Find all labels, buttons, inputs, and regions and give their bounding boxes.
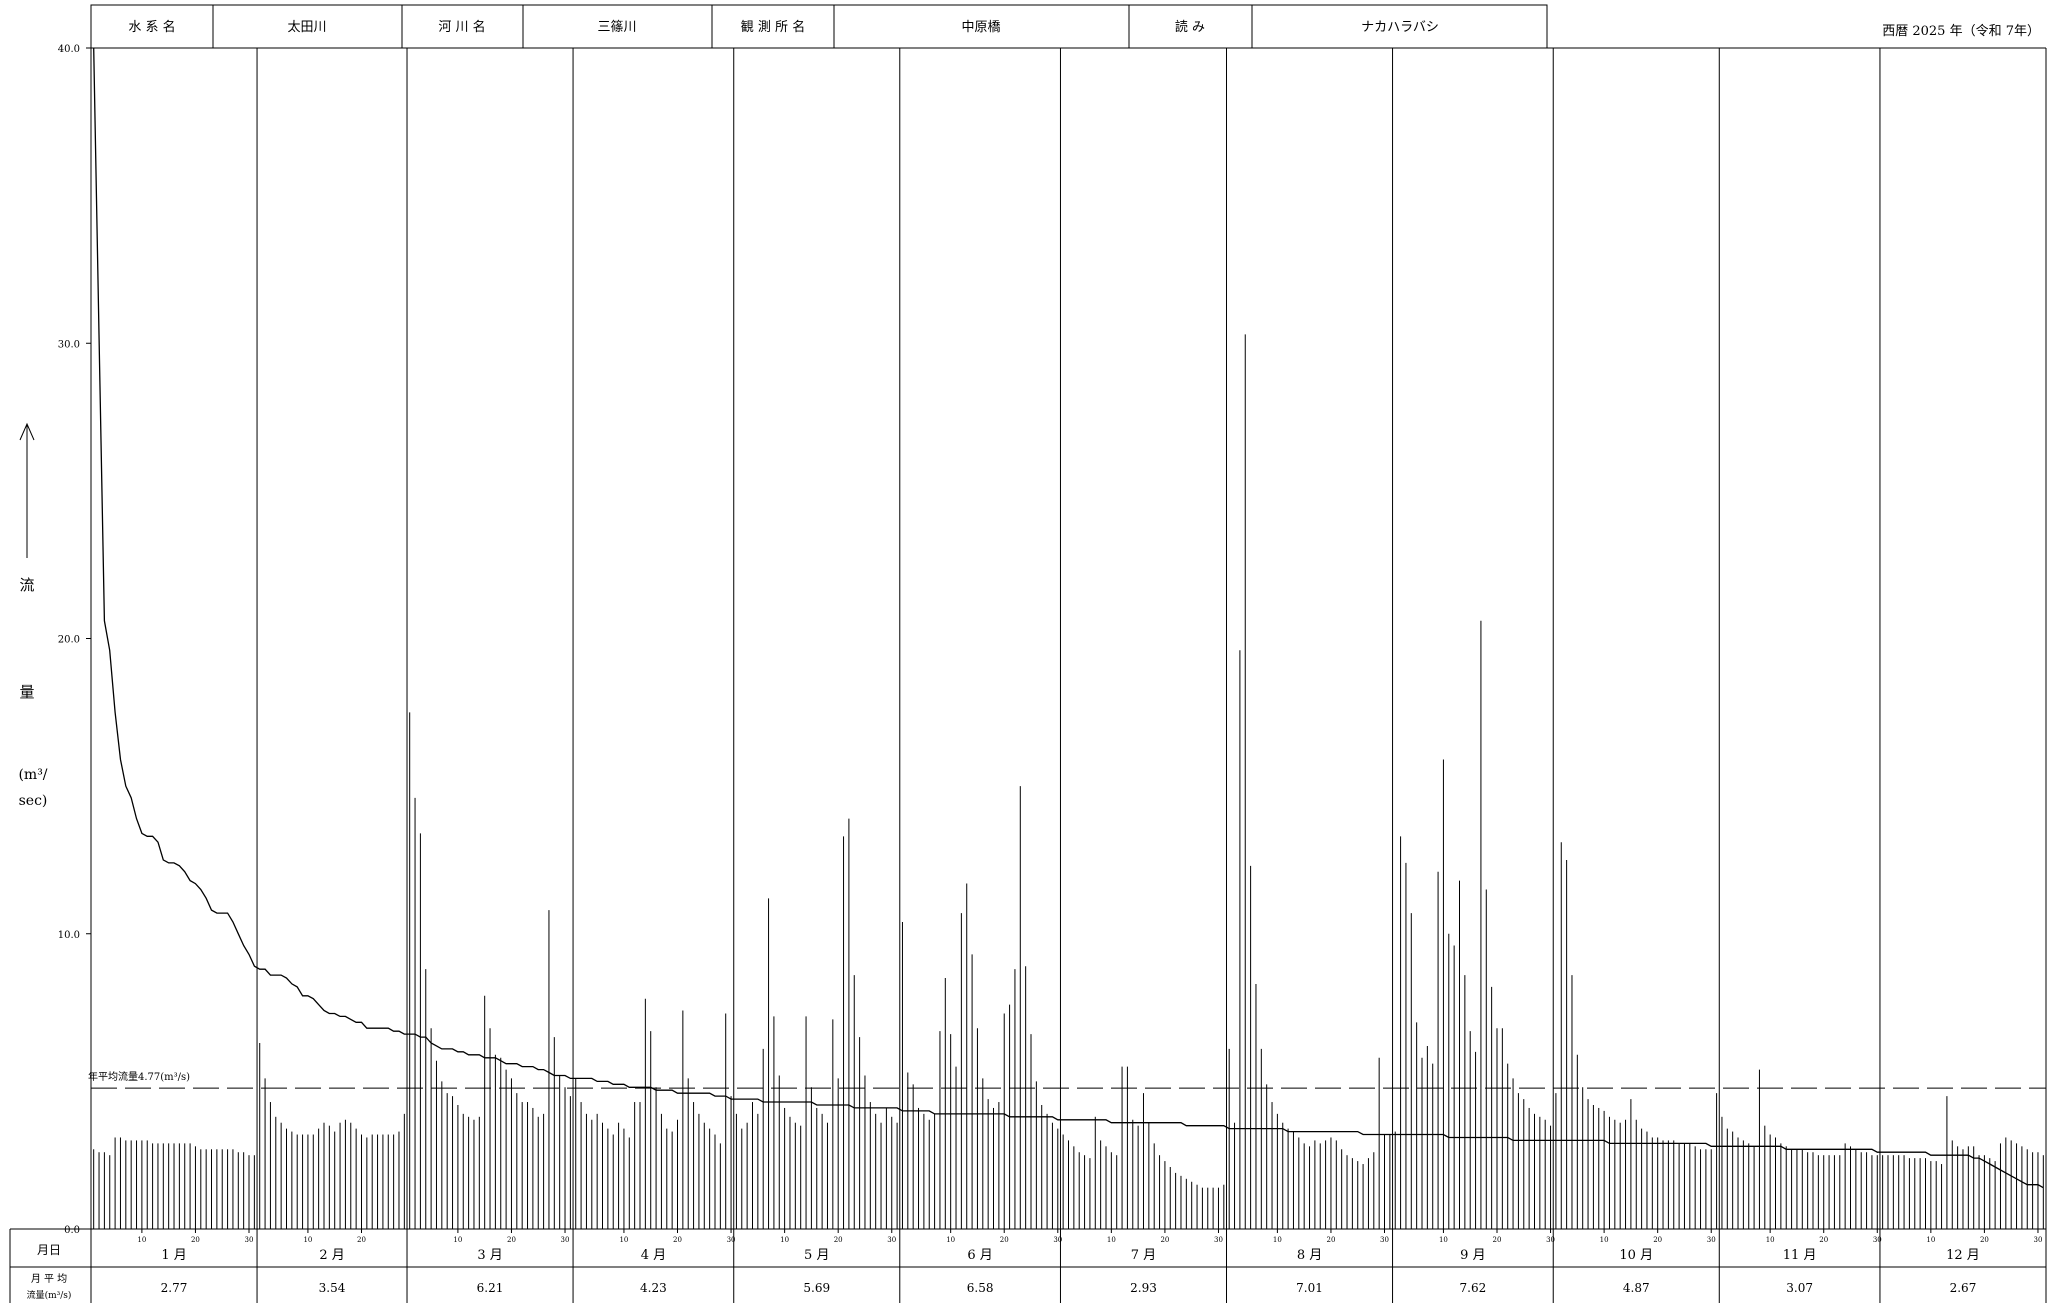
day-tick-label: 10	[137, 1236, 146, 1244]
day-tick-label: 20	[1326, 1236, 1335, 1244]
water-system-label: 水 系 名	[128, 19, 175, 35]
month-label: 1 月	[161, 1248, 186, 1263]
monthly-mean-value: 4.87	[1623, 1281, 1650, 1295]
day-tick-label: 20	[1000, 1236, 1009, 1244]
station-name-value: 中原橋	[961, 20, 1000, 35]
day-tick-label: 10	[1600, 1236, 1609, 1244]
day-tick-label: 10	[453, 1236, 462, 1244]
month-label: 6 月	[967, 1248, 992, 1263]
monthly-mean-value: 7.62	[1460, 1281, 1487, 1295]
month-label: 10 月	[1619, 1248, 1653, 1263]
day-tick-label: 10	[1926, 1236, 1935, 1244]
monthly-mean-value: 6.58	[967, 1281, 994, 1295]
y-tick-label: 40.0	[58, 44, 80, 55]
daily-flow-bars	[93, 334, 2044, 1229]
river-name-label: 河 川 名	[438, 19, 485, 35]
day-tick-label: 10	[780, 1236, 789, 1244]
y-tick-label: 30.0	[58, 339, 80, 350]
monthly-mean-value: 4.23	[640, 1281, 667, 1295]
y-tick-label: 10.0	[58, 930, 80, 941]
month-label: 11 月	[1783, 1248, 1817, 1263]
mean-row-label-1: 月 平 均	[31, 1273, 67, 1285]
day-tick-label: 30	[561, 1236, 570, 1244]
ylabel-char-1: 流	[19, 576, 34, 594]
day-tick-label: 10	[1273, 1236, 1282, 1244]
monthly-mean-value: 5.69	[803, 1281, 830, 1295]
water-system-value: 太田川	[287, 20, 326, 35]
annual-mean-line-group: 年平均流量4.77(m³/s)	[88, 1070, 2046, 1089]
month-label: 5 月	[804, 1248, 829, 1263]
day-tick-label: 30	[1380, 1236, 1389, 1244]
y-tick-label: 0.0	[64, 1225, 80, 1236]
month-dividers	[256, 48, 1881, 1303]
day-tick-label: 30	[1546, 1236, 1555, 1244]
day-tick-label: 20	[357, 1236, 366, 1244]
monthly-mean-value: 3.54	[319, 1281, 346, 1295]
monthly-mean-value: 2.77	[161, 1281, 188, 1295]
monthly-mean-value: 6.21	[477, 1281, 504, 1295]
month-label: 12 月	[1946, 1248, 1980, 1263]
y-axis-label: 流 量 (m³/ sec)	[18, 422, 48, 809]
day-tick-label: 20	[1493, 1236, 1502, 1244]
day-tick-label: 20	[507, 1236, 516, 1244]
month-footer: 10 20 30 1 月 2.77 10 20 2 月 3.54 10 20 30 3 月 6.21 10 2…	[137, 1229, 2042, 1295]
day-tick-label: 30	[245, 1236, 254, 1244]
monthly-mean-value: 3.07	[1786, 1281, 1813, 1295]
day-tick-label: 20	[1980, 1236, 1989, 1244]
day-tick-label: 30	[887, 1236, 896, 1244]
mean-row-label-2: 流量(m³/s)	[27, 1289, 72, 1301]
monthly-mean-value: 2.93	[1130, 1281, 1157, 1295]
day-tick-label: 10	[1439, 1236, 1448, 1244]
ylabel-char-2: 量	[19, 683, 34, 701]
reading-value: ナカハラバシ	[1361, 20, 1439, 35]
day-tick-label: 20	[834, 1236, 843, 1244]
header-text: 水 系 名 太田川 河 川 名 三篠川 観 測 所 名 中原橋 読 み ナカハラ…	[128, 19, 2040, 39]
station-name-label: 観 測 所 名	[741, 19, 805, 35]
y-axis-ticks: 0.0 10.0 20.0 30.0 40.0	[58, 44, 91, 1236]
unit-line-1: (m³/	[18, 767, 47, 783]
month-label: 2 月	[319, 1248, 344, 1263]
day-tick-label: 20	[1819, 1236, 1828, 1244]
monthly-mean-value: 7.01	[1296, 1281, 1323, 1295]
day-tick-label: 30	[2034, 1236, 2043, 1244]
day-tick-label: 30	[1873, 1236, 1882, 1244]
month-label: 3 月	[477, 1248, 502, 1263]
day-tick-label: 10	[946, 1236, 955, 1244]
day-tick-label: 10	[619, 1236, 628, 1244]
day-tick-label: 10	[1766, 1236, 1775, 1244]
annual-mean-label: 年平均流量4.77(m³/s)	[88, 1070, 190, 1083]
day-tick-label: 20	[191, 1236, 200, 1244]
plot-frame	[9, 47, 2047, 1303]
day-tick-label: 20	[1160, 1236, 1169, 1244]
year-label: 西暦 2025 年（令和 7年）	[1882, 24, 2040, 39]
y-tick-label: 20.0	[58, 635, 80, 646]
day-tick-label: 30	[727, 1236, 736, 1244]
footer-row-labels: 月日 月 平 均 流量(m³/s)	[27, 1243, 72, 1301]
river-name-value: 三篠川	[597, 20, 636, 35]
month-label: 9 月	[1460, 1248, 1485, 1263]
day-tick-label: 20	[673, 1236, 682, 1244]
monthly-mean-value: 2.67	[1950, 1281, 1977, 1295]
day-row-label: 月日	[37, 1243, 61, 1257]
month-label: 4 月	[641, 1248, 666, 1263]
day-tick-label: 30	[1053, 1236, 1062, 1244]
day-tick-label: 10	[1107, 1236, 1116, 1244]
up-arrow-icon	[19, 422, 35, 441]
reading-label: 読 み	[1175, 19, 1205, 35]
unit-line-2: sec)	[19, 793, 48, 809]
month-label: 7 月	[1131, 1248, 1156, 1263]
day-tick-label: 20	[1653, 1236, 1662, 1244]
flow-duration-curve	[93, 47, 2044, 1189]
day-tick-label: 10	[303, 1236, 312, 1244]
day-tick-label: 30	[1707, 1236, 1716, 1244]
day-tick-label: 30	[1214, 1236, 1223, 1244]
month-label: 8 月	[1297, 1248, 1322, 1263]
